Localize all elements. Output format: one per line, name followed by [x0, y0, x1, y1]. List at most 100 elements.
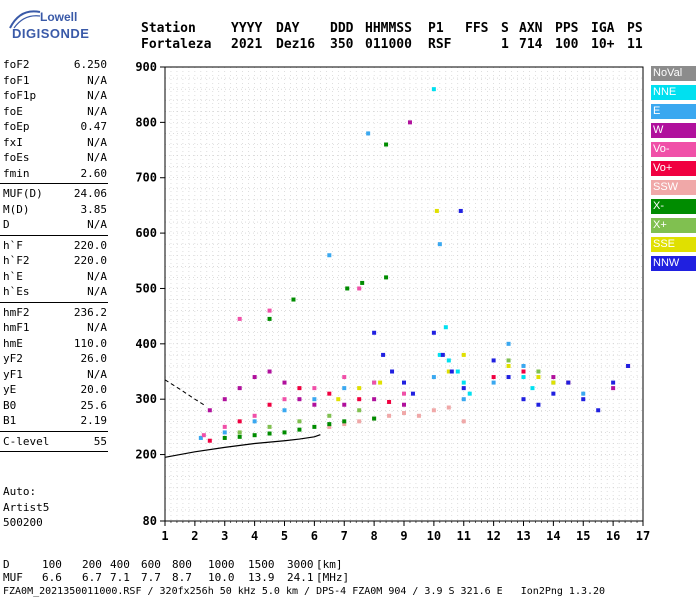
param-value: 220.0: [73, 254, 107, 267]
footer-muf-value: 24.1: [287, 571, 314, 584]
file-info: FZA0M_2021350011000.RSF / 320fx256h 50 k…: [3, 586, 606, 597]
echo-point-nne: [467, 391, 472, 396]
echo-point-ssw: [431, 408, 436, 413]
footer-muf-label: MUF: [3, 571, 23, 584]
echo-point-vo-: [207, 438, 212, 443]
echo-point-w: [407, 120, 412, 125]
echo-point-e: [461, 397, 466, 402]
param-separator: [0, 183, 108, 184]
echo-point-vo-: [372, 380, 377, 385]
y-tick-label: 800: [135, 115, 157, 129]
header-label-ddd: DDD: [330, 21, 354, 36]
footer-muf-value: 13.9: [248, 571, 275, 584]
legend-item: SSW: [651, 180, 696, 195]
echo-point-e: [581, 391, 586, 396]
y-tick-label: 400: [135, 337, 157, 351]
legend-item: X-: [651, 199, 696, 214]
echo-point-w: [252, 375, 257, 380]
echo-point-nnw: [551, 391, 556, 396]
echo-point-x-: [536, 369, 541, 374]
echo-point-vo-: [402, 391, 406, 396]
header-label-axn: AXN: [519, 21, 543, 36]
echo-point-w: [372, 397, 377, 402]
y-tick-label: 80: [143, 514, 157, 528]
echo-point-vo-: [387, 399, 392, 404]
echo-point-x-: [345, 286, 350, 291]
echo-point-ssw: [461, 419, 466, 424]
echo-point-vo-: [312, 386, 317, 391]
echo-point-vo-: [357, 286, 362, 291]
param-label: foF1: [3, 73, 30, 87]
header-value-year: 2021: [231, 37, 263, 52]
param-label: hmF1: [3, 321, 30, 334]
footer-distance-value: 100: [42, 558, 62, 571]
x-tick-label: 3: [221, 529, 228, 543]
echo-point-x-: [252, 433, 257, 438]
param-label: B0: [3, 398, 17, 412]
footer-distance-value: 1500: [248, 558, 275, 571]
echo-point-w: [551, 375, 556, 380]
param-label: h`E: [3, 269, 23, 283]
echo-point-nnw: [390, 369, 395, 374]
echo-point-nnw: [506, 375, 511, 380]
echo-point-sse: [434, 208, 439, 213]
param-value: 236.2: [73, 305, 107, 319]
param-label: foF2: [3, 58, 30, 71]
param-label: MUF(D): [3, 187, 43, 200]
param-label: yE: [3, 383, 17, 396]
echo-point-nnw: [372, 330, 377, 335]
param-value: 55: [93, 434, 107, 448]
echo-point-w: [342, 402, 347, 407]
legend-item: NNE: [651, 85, 696, 100]
header-label-station: Station: [141, 21, 196, 36]
param-value: N/A: [87, 151, 107, 164]
param-value: 2.60: [80, 166, 108, 180]
echo-point-e: [312, 397, 317, 402]
echo-point-x-: [372, 416, 377, 421]
param-label: C-level: [3, 434, 50, 448]
echo-point-nnw: [381, 352, 386, 357]
echo-point-w: [207, 408, 212, 413]
legend-item: Vo+: [651, 161, 696, 176]
x-tick-label: 7: [341, 529, 348, 543]
echo-point-x-: [267, 431, 272, 436]
param-value: N/A: [87, 218, 107, 231]
param-value: N/A: [87, 135, 107, 149]
echo-point-w: [237, 386, 242, 391]
echo-point-nne: [455, 369, 460, 374]
profile-line: [164, 434, 321, 458]
footer-distance-label: D: [3, 558, 10, 571]
header-value-s: 1: [501, 37, 509, 52]
echo-point-nne: [446, 358, 451, 363]
header-value-station: Fortaleza: [141, 37, 212, 52]
echo-point-vo-: [327, 391, 332, 396]
echo-point-x-: [357, 408, 362, 413]
header-label-ps: PS: [627, 21, 643, 36]
y-tick-label: 600: [135, 226, 157, 240]
echo-point-nnw: [491, 358, 496, 363]
echo-point-w: [297, 397, 302, 402]
header-value-pps: 100: [555, 37, 579, 52]
digisonde-logo-icon: [9, 10, 41, 29]
auto-version: 500200: [3, 516, 43, 529]
echo-point-nne: [461, 380, 466, 385]
header-value-iga: 10+: [591, 37, 615, 52]
echo-point-e: [198, 435, 203, 440]
header-value-day: Dez16: [276, 37, 316, 52]
echo-point-e: [222, 430, 227, 435]
param-value: 110.0: [73, 336, 107, 350]
echo-point-x-: [327, 422, 332, 427]
y-tick-label: 300: [135, 392, 157, 406]
y-tick-label: 700: [135, 171, 157, 185]
x-tick-label: 15: [576, 529, 590, 543]
logo-digisonde-text: DIGISONDE: [12, 26, 90, 41]
echo-point-w: [267, 369, 272, 374]
echo-point-ssw: [402, 411, 406, 416]
header-value-p1: RSF: [428, 37, 452, 52]
param-separator: [0, 234, 108, 236]
param-value: N/A: [87, 73, 107, 87]
x-tick-label: 13: [516, 529, 530, 543]
param-value: 26.0: [80, 352, 108, 365]
header-label-day: DAY: [276, 21, 300, 36]
param-value: 0.47: [80, 120, 108, 133]
